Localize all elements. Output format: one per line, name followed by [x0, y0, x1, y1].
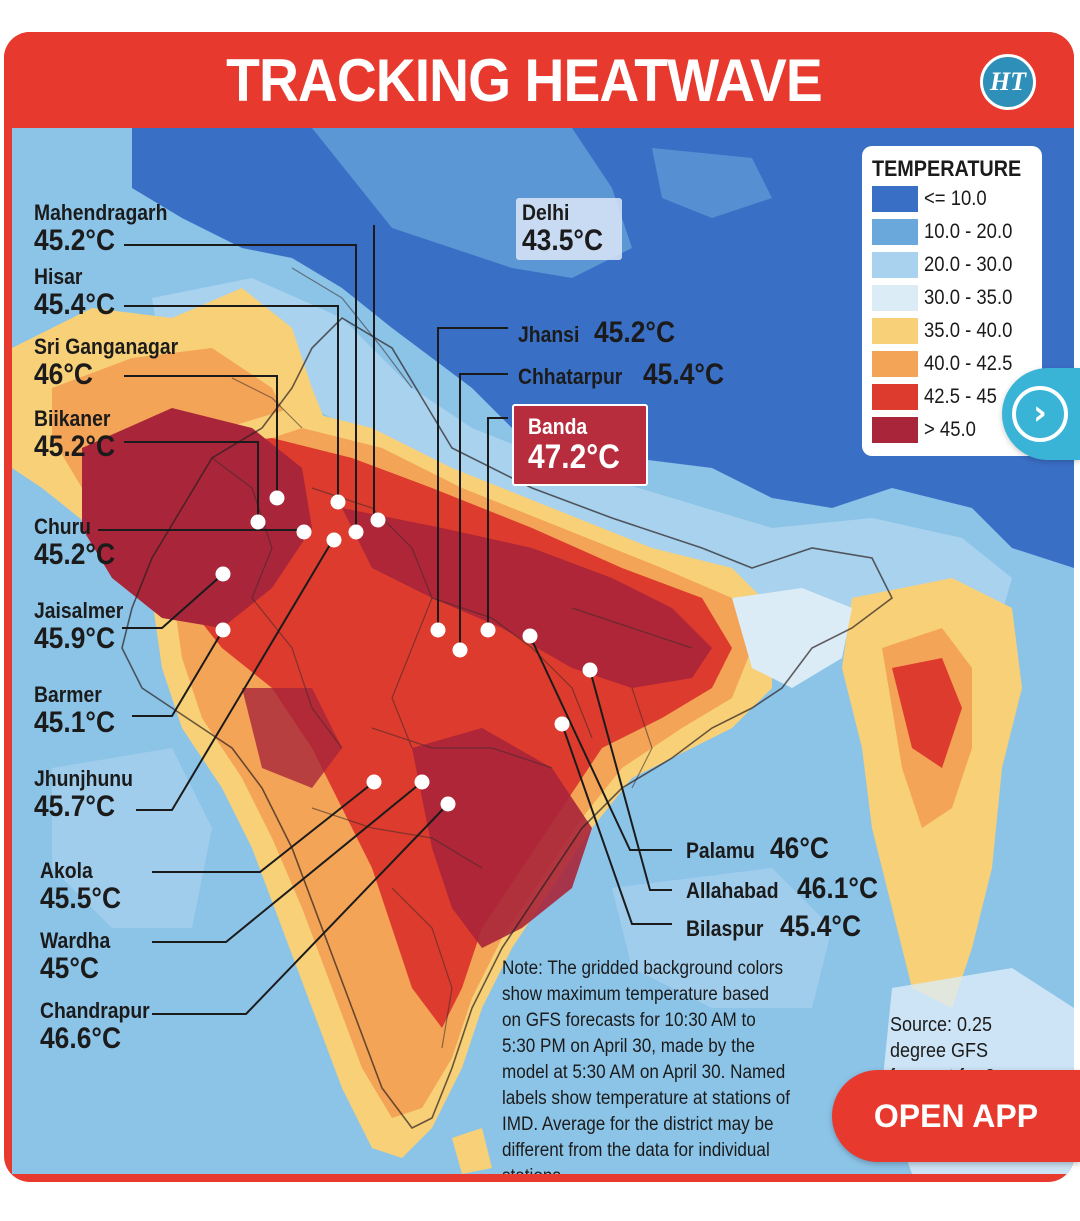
station-label-jaisalmer: Jaisalmer 45.9°C: [34, 600, 136, 654]
legend-row: 20.0 - 30.0: [872, 248, 1032, 281]
station-temp: 46.1°C: [797, 872, 879, 905]
station-temp: 47.2°C: [528, 438, 620, 476]
station-temp: 45°C: [40, 952, 99, 985]
station-label-chandrapur: Chandrapur 46.6°C: [40, 1000, 165, 1054]
station-name: Sri Ganganagar: [34, 334, 179, 359]
station-temp: 45.4°C: [642, 358, 724, 391]
legend-row: > 45.0: [872, 413, 1032, 446]
legend-row: 35.0 - 40.0: [872, 314, 1032, 347]
station-temp: 43.5°C: [522, 224, 604, 257]
station-name: Jhansi: [518, 322, 580, 347]
legend-label: <= 10.0: [924, 186, 987, 210]
legend-swatch: [872, 218, 918, 245]
legend-label: 30.0 - 35.0: [924, 285, 1013, 309]
station-name: Allahabad: [686, 878, 779, 903]
header-bar: TRACKING HEATWAVE HT: [4, 32, 1074, 130]
legend-row: 40.0 - 42.5: [872, 347, 1032, 380]
station-temp: 46.6°C: [40, 1022, 122, 1055]
open-app-button[interactable]: OPEN APP: [832, 1070, 1080, 1162]
station-name: Banda: [528, 414, 588, 439]
legend-label: 20.0 - 30.0: [924, 252, 1013, 276]
station-label-jhunjhunu: Jhunjhunu 45.7°C: [34, 768, 146, 822]
infographic-title: TRACKING HEATWAVE: [226, 47, 823, 114]
legend-swatch: [872, 317, 918, 344]
legend-row: 10.0 - 20.0: [872, 215, 1032, 248]
station-temp: 45.7°C: [34, 790, 116, 823]
station-name: Biikaner: [34, 406, 111, 431]
station-label-bilaspur: Bilaspur 45.4°C: [686, 910, 872, 942]
station-label-barmer: Barmer 45.1°C: [34, 684, 126, 738]
station-temp: 45.2°C: [34, 538, 116, 571]
station-label-biikaner: Biikaner 45.2°C: [34, 408, 126, 462]
station-temp: 45.2°C: [34, 430, 116, 463]
station-label-chhatarpur: Chhatarpur 45.4°C: [518, 358, 735, 390]
station-label-jhansi: Jhansi 45.2°C: [518, 316, 686, 348]
station-temp: 45.4°C: [780, 910, 862, 943]
station-label-allahabad: Allahabad 46.1°C: [686, 872, 889, 904]
station-name: Mahendragarh: [34, 200, 168, 225]
station-name: Jhunjhunu: [34, 766, 133, 791]
station-temp: 45.9°C: [34, 622, 116, 655]
station-name: Delhi: [522, 200, 570, 225]
station-label-sri-ganganagar: Sri Ganganagar 46°C: [34, 336, 198, 390]
station-name: Churu: [34, 514, 91, 539]
chevron-right-icon: ›: [1012, 386, 1068, 442]
station-name: Palamu: [686, 838, 755, 863]
legend-label: > 45.0: [924, 417, 976, 441]
station-temp: 45.4°C: [34, 288, 116, 321]
note-text: Note: The gridded background colors show…: [502, 958, 791, 1174]
station-temp: 46°C: [770, 832, 830, 865]
legend-swatch: [872, 185, 918, 212]
station-label-mahendragarh: Mahendragarh 45.2°C: [34, 202, 186, 256]
legend-swatch: [872, 416, 918, 443]
next-button[interactable]: ›: [1002, 368, 1080, 460]
station-name: Wardha: [40, 928, 111, 953]
legend-items: <= 10.0 10.0 - 20.0 20.0 - 30.0 30.0 - 35.0…: [872, 182, 1032, 446]
station-label-akola: Akola 45.5°C: [40, 860, 132, 914]
ht-logo: HT: [980, 54, 1036, 110]
legend-swatch: [872, 284, 918, 311]
station-temp: 45.5°C: [40, 882, 122, 915]
station-label-churu: Churu 45.2°C: [34, 516, 126, 570]
legend-swatch: [872, 350, 918, 377]
station-name: Bilaspur: [686, 916, 764, 941]
legend-label: 42.5 - 45: [924, 384, 997, 408]
station-label-delhi: Delhi 43.5°C: [516, 198, 623, 260]
station-temp: 45.2°C: [34, 224, 116, 257]
station-name: Hisar: [34, 264, 83, 289]
legend-row: 42.5 - 45: [872, 380, 1032, 413]
legend-swatch: [872, 251, 918, 278]
station-label-banda: Banda 47.2°C: [512, 404, 649, 486]
legend-row: <= 10.0: [872, 182, 1032, 215]
legend-swatch: [872, 383, 918, 410]
legend-label: 35.0 - 40.0: [924, 318, 1013, 342]
station-name: Barmer: [34, 682, 102, 707]
station-name: Akola: [40, 858, 93, 883]
infographic-card: TRACKING HEATWAVE HT: [4, 32, 1074, 1182]
station-temp: 45.2°C: [593, 316, 675, 349]
legend-title: TEMPERATURE: [872, 156, 1022, 181]
station-label-hisar: Hisar 45.4°C: [34, 266, 126, 320]
station-temp: 46°C: [34, 358, 93, 391]
legend-row: 30.0 - 35.0: [872, 281, 1032, 314]
station-label-palamu: Palamu 46°C: [686, 832, 837, 864]
station-temp: 45.1°C: [34, 706, 116, 739]
station-name: Jaisalmer: [34, 598, 124, 623]
station-label-wardha: Wardha 45°C: [40, 930, 120, 984]
legend-label: 10.0 - 20.0: [924, 219, 1013, 243]
station-name: Chandrapur: [40, 998, 150, 1023]
legend-label: 40.0 - 42.5: [924, 351, 1013, 375]
station-name: Chhatarpur: [518, 364, 623, 389]
